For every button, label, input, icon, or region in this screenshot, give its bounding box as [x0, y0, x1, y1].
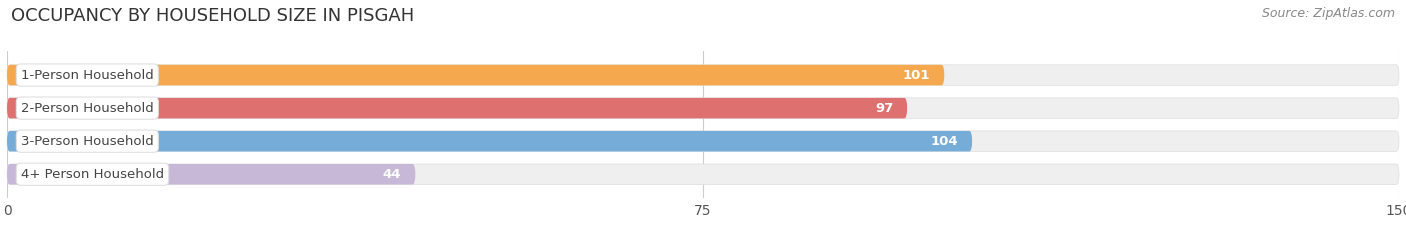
- Text: 101: 101: [903, 69, 931, 82]
- FancyBboxPatch shape: [7, 164, 415, 185]
- Text: 3-Person Household: 3-Person Household: [21, 135, 153, 148]
- FancyBboxPatch shape: [7, 98, 907, 118]
- Text: 97: 97: [875, 102, 893, 115]
- Text: 4+ Person Household: 4+ Person Household: [21, 168, 165, 181]
- FancyBboxPatch shape: [7, 65, 1399, 85]
- FancyBboxPatch shape: [7, 65, 945, 85]
- Text: 2-Person Household: 2-Person Household: [21, 102, 153, 115]
- Text: 1-Person Household: 1-Person Household: [21, 69, 153, 82]
- Text: 44: 44: [382, 168, 402, 181]
- FancyBboxPatch shape: [7, 131, 1399, 151]
- Text: 104: 104: [931, 135, 959, 148]
- Text: OCCUPANCY BY HOUSEHOLD SIZE IN PISGAH: OCCUPANCY BY HOUSEHOLD SIZE IN PISGAH: [11, 7, 415, 25]
- Text: Source: ZipAtlas.com: Source: ZipAtlas.com: [1261, 7, 1395, 20]
- FancyBboxPatch shape: [7, 164, 1399, 185]
- FancyBboxPatch shape: [7, 98, 1399, 118]
- FancyBboxPatch shape: [7, 131, 972, 151]
